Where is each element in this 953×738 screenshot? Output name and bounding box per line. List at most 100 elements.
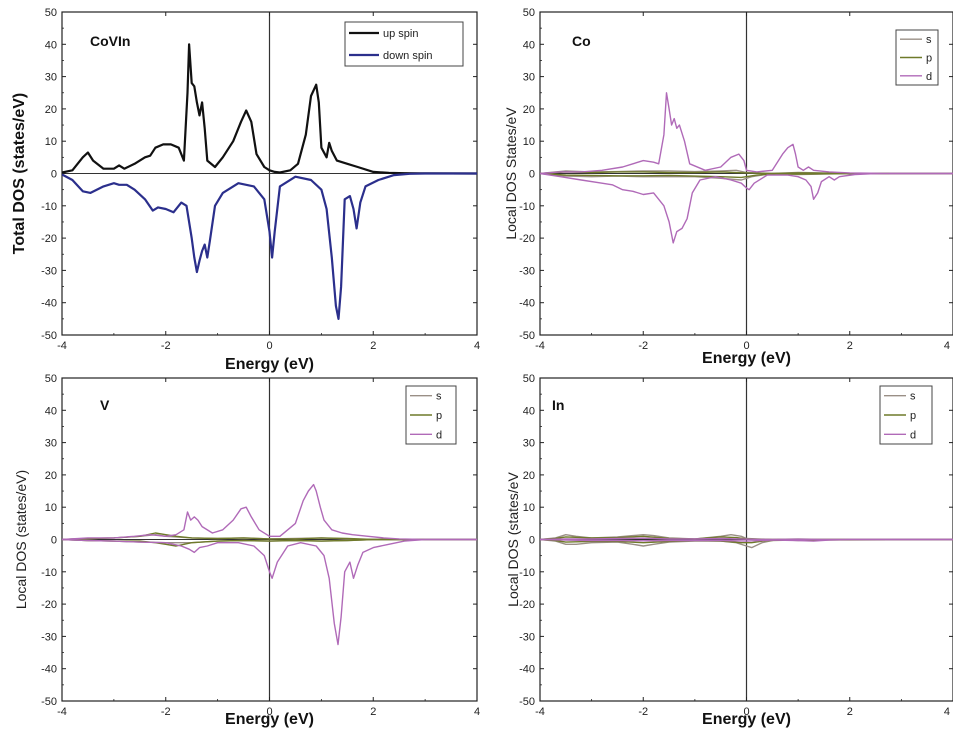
legend-box (344, 21, 464, 67)
y-tick-label: 0 (529, 169, 535, 181)
legend-label: up spin (383, 28, 418, 40)
y-tick-label: 40 (45, 405, 57, 417)
y-tick-label: 50 (523, 7, 535, 19)
y-tick-label: -20 (519, 233, 535, 245)
y-tick-label: -20 (519, 599, 535, 611)
legend-label: p (436, 410, 442, 422)
x-tick-label: -4 (535, 706, 545, 718)
y-tick-label: 20 (523, 104, 535, 116)
y-tick-label: -50 (519, 330, 535, 342)
series-p-line (540, 171, 953, 175)
y-tick-label: -10 (519, 201, 535, 213)
y-tick-label: 50 (523, 373, 535, 385)
x-tick-label: 0 (743, 706, 749, 718)
x-tick-label: 0 (743, 340, 749, 352)
x-axis-label: Energy (eV) (702, 711, 791, 728)
x-tick-label: -4 (535, 340, 545, 352)
y-tick-label: 40 (523, 39, 535, 51)
series-down-spin-line (62, 172, 477, 320)
x-tick-label: 0 (266, 340, 272, 352)
y-tick-label: 20 (45, 104, 57, 116)
y-tick-label: 10 (523, 136, 535, 148)
x-axis-label: Energy (eV) (702, 350, 791, 367)
legend-label: s (910, 391, 916, 403)
y-axis-label: Total DOS (states/eV) (11, 93, 28, 255)
y-tick-label: -10 (519, 567, 535, 579)
y-tick-label: -50 (41, 696, 57, 708)
y-tick-label: 40 (45, 39, 57, 51)
legend: spd (879, 385, 933, 445)
y-tick-label: 50 (45, 7, 57, 19)
y-tick-label: 0 (529, 535, 535, 547)
legend: spd (895, 29, 939, 86)
x-tick-label: 2 (370, 340, 376, 352)
x-tick-label: -2 (638, 706, 648, 718)
y-tick-label: -20 (41, 233, 57, 245)
legend-label: p (910, 410, 916, 422)
x-tick-label: 4 (944, 706, 950, 718)
x-axis-label: Energy (eV) (225, 711, 314, 728)
legend: up spin down spin (344, 21, 464, 67)
y-axis-label: Local DOS States/eV (503, 107, 519, 240)
legend-label: d (910, 429, 916, 441)
series-up-spin-line (62, 43, 477, 175)
panel-title: V (100, 397, 110, 413)
legend-label: d (436, 429, 442, 441)
y-tick-label: -30 (519, 631, 535, 643)
y-tick-label: -40 (41, 664, 57, 676)
curves (62, 43, 477, 320)
y-tick-label: 30 (45, 438, 57, 450)
x-tick-label: 0 (266, 706, 272, 718)
series-d-line (540, 537, 953, 541)
y-tick-label: 0 (51, 169, 57, 181)
series-d-line (62, 483, 477, 541)
x-tick-label: -2 (161, 340, 171, 352)
y-tick-label: -30 (519, 265, 535, 277)
y-tick-label: 30 (45, 72, 57, 84)
y-tick-label: 40 (523, 405, 535, 417)
legend-label: s (436, 391, 442, 403)
series-d-line (540, 92, 953, 175)
legend: spd (405, 385, 457, 445)
y-tick-label: 20 (45, 470, 57, 482)
x-tick-label: 4 (944, 340, 950, 352)
series-p-minority-line (540, 172, 953, 179)
y-tick-label: 0 (51, 535, 57, 547)
x-tick-label: 2 (370, 706, 376, 718)
y-tick-label: -50 (519, 696, 535, 708)
y-tick-label: -20 (41, 599, 57, 611)
legend-label: d (926, 71, 932, 83)
x-tick-label: -4 (57, 340, 67, 352)
x-tick-label: 4 (474, 340, 480, 352)
y-tick-label: -30 (41, 631, 57, 643)
x-tick-label: 2 (847, 340, 853, 352)
x-tick-label: 2 (847, 706, 853, 718)
y-tick-label: -30 (41, 265, 57, 277)
y-tick-label: 10 (523, 502, 535, 514)
y-tick-label: 50 (45, 373, 57, 385)
x-tick-label: 4 (474, 706, 480, 718)
y-tick-label: -40 (519, 298, 535, 310)
y-tick-label: 20 (523, 470, 535, 482)
y-tick-label: -40 (519, 664, 535, 676)
legend-label: s (926, 34, 932, 46)
y-tick-label: -50 (41, 330, 57, 342)
panel-title: CoVIn (90, 33, 130, 49)
y-tick-label: 30 (523, 438, 535, 450)
series-d-minority-line (62, 538, 477, 646)
legend-label: p (926, 53, 932, 65)
x-tick-label: -2 (161, 706, 171, 718)
x-tick-label: -2 (638, 340, 648, 352)
panel-title: In (552, 397, 564, 413)
y-tick-label: -10 (41, 201, 57, 213)
series-d-minority-line (540, 172, 953, 244)
y-axis-label: Local DOS (states/eV) (13, 470, 29, 609)
x-tick-label: -4 (57, 706, 67, 718)
legend-label: down spin (383, 50, 433, 62)
y-tick-label: -10 (41, 567, 57, 579)
